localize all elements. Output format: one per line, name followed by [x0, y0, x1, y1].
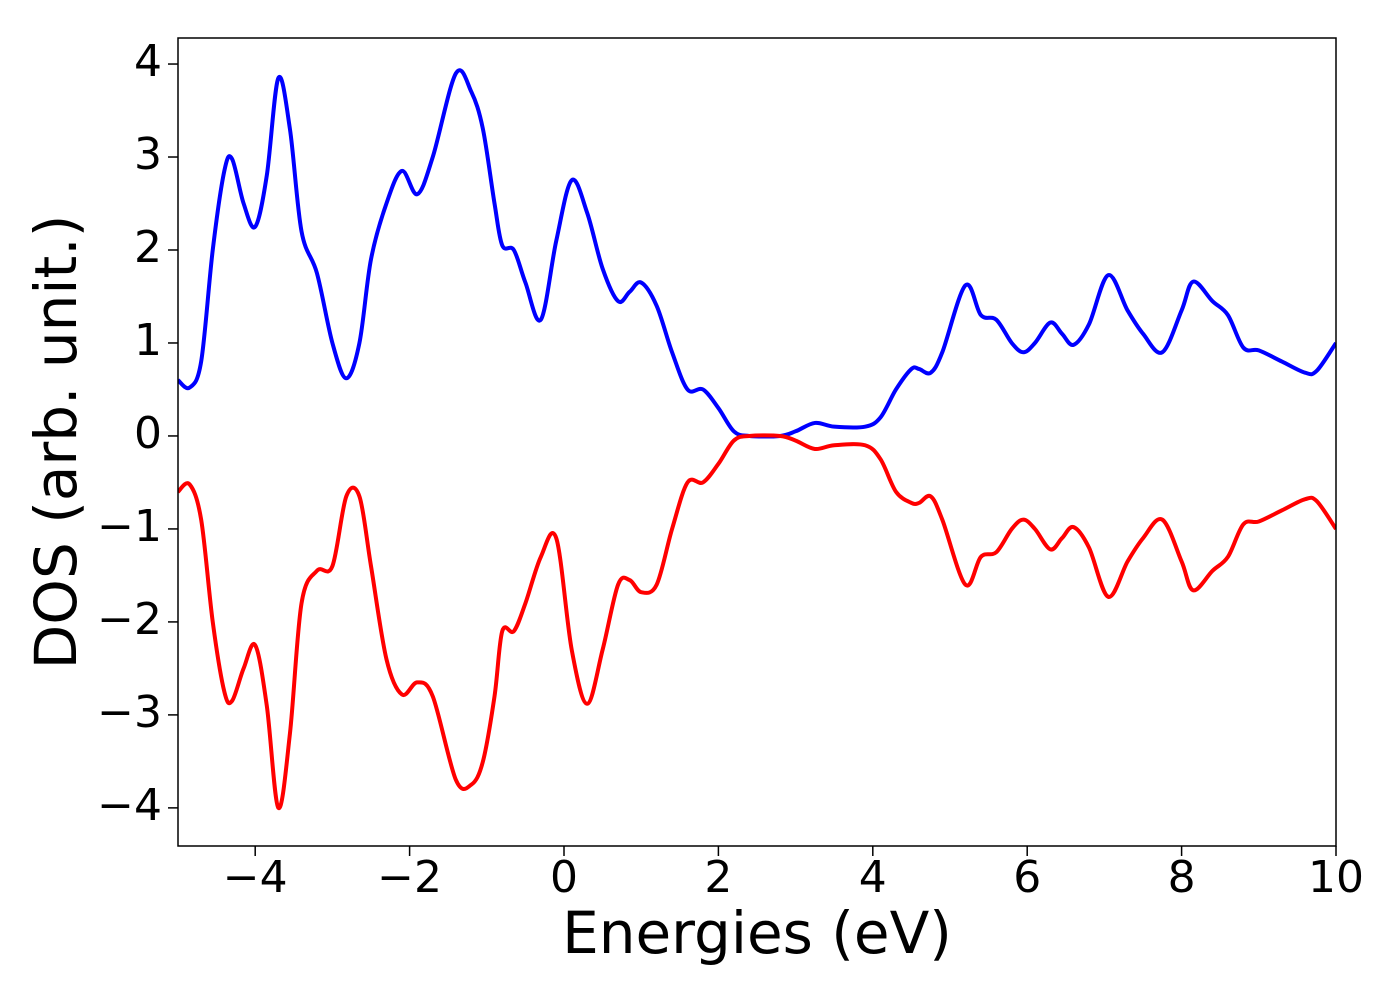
x-tick-label: 6: [1013, 852, 1041, 903]
y-axis-label: DOS (arb. unit.): [22, 215, 90, 670]
x-tick-label: 2: [704, 852, 732, 903]
x-tick-label: −2: [377, 852, 442, 903]
x-tick-label: 8: [1168, 852, 1196, 903]
x-tick-label: 4: [859, 852, 887, 903]
plot-frame: [177, 37, 1337, 847]
y-tick-label: 3: [134, 129, 162, 180]
x-tick-label: 0: [550, 852, 578, 903]
y-tick-label: −1: [97, 501, 162, 552]
x-axis-label: Energies (eV): [562, 899, 952, 967]
x-tick-label: −4: [223, 852, 288, 903]
y-tick-label: 1: [134, 315, 162, 366]
y-tick-label: −4: [97, 780, 162, 831]
series-line: [178, 68, 1336, 439]
y-tick-label: 4: [134, 36, 162, 87]
y-tick-label: −3: [97, 687, 162, 738]
series-line: [178, 433, 1336, 810]
y-tick-label: 0: [134, 408, 162, 459]
y-tick-label: −2: [97, 594, 162, 645]
x-tick-label: 10: [1308, 852, 1364, 903]
y-tick-label: 2: [134, 222, 162, 273]
